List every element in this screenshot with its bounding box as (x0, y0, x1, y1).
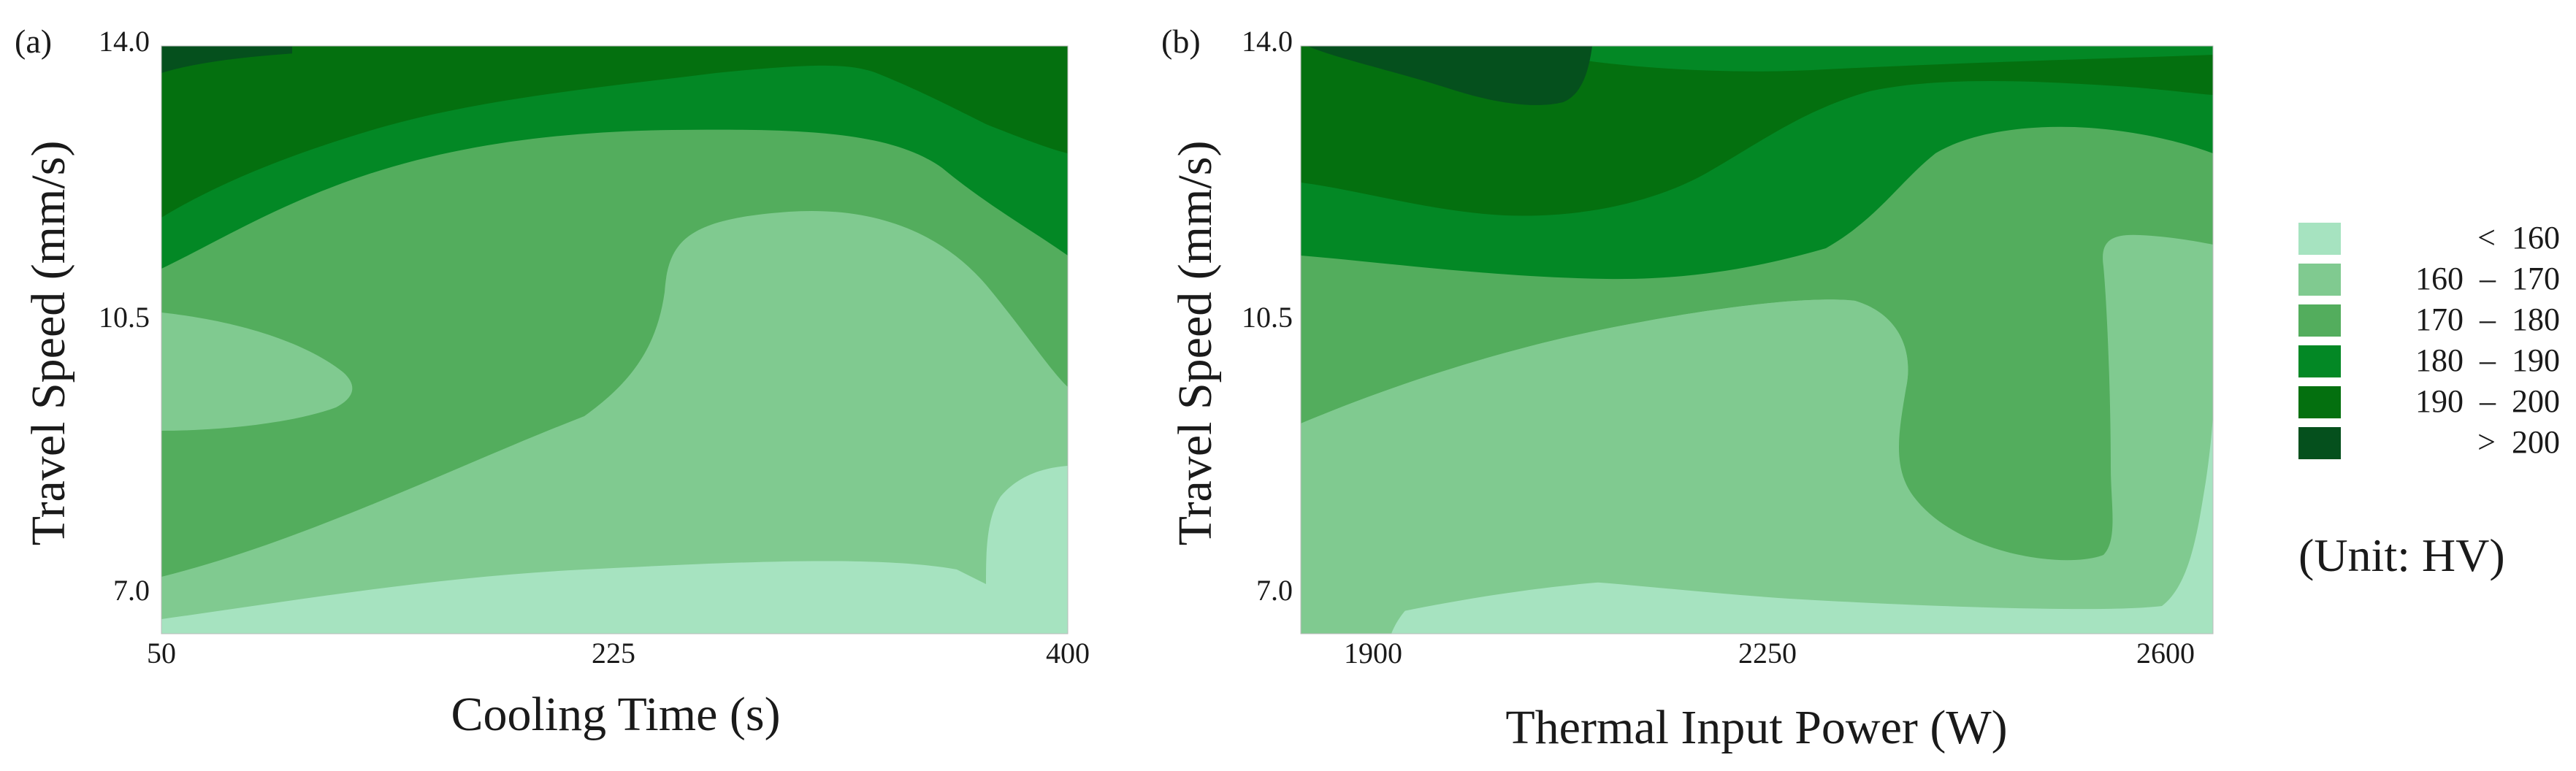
panel-b-xtick-1900: 1900 (1344, 637, 1402, 670)
contour-a-160-170-left-island (161, 312, 353, 431)
contour-a-170-180 (161, 46, 1068, 577)
panel-a-ytick-14: 14.0 (99, 25, 150, 58)
legend-swatch-lt160 (2298, 223, 2341, 255)
panel-b-xlabel: Thermal Input Power (W) (1505, 701, 2007, 754)
legend-swatch-170-180 (2298, 304, 2341, 337)
contour-b-160-170-lobe (1301, 299, 1941, 634)
contour-b-gt200 (1307, 46, 1592, 105)
legend-swatch-gt200 (2298, 427, 2341, 459)
panel-a-xtick-400: 400 (1046, 637, 1090, 670)
legend-label-gt200: > 200 (2477, 424, 2560, 460)
legend-unit: (Unit: HV) (2298, 529, 2505, 581)
panel-a-ytick-10-5: 10.5 (99, 301, 150, 334)
panel-b-xtick-2600: 2600 (2136, 637, 2195, 670)
panel-a-ylabel: Travel Speed (mm/s) (22, 141, 75, 546)
panel-b-label: (b) (1161, 23, 1201, 60)
legend-label-170-180: 170 – 180 (2415, 302, 2560, 337)
panel-a-xlabel: Cooling Time (s) (451, 688, 780, 741)
panel-a-plot-area (161, 45, 1069, 634)
legend-label-190-200: 190 – 200 (2415, 383, 2560, 419)
legend-label-lt160: < 160 (2477, 220, 2560, 256)
contour-a-190-200-top-cap (292, 46, 1068, 55)
panel-b-ytick-10-5: 10.5 (1242, 301, 1293, 334)
panel-b: (b) 14.0 10.5 7.0 1900 2250 2600 (1161, 23, 2214, 754)
panel-a: (a) 14.0 10.5 7.0 50 225 400 (15, 23, 1090, 741)
legend-label-180-190: 180 – 190 (2415, 342, 2560, 378)
legend-swatch-190-200 (2298, 386, 2341, 418)
panel-a-xtick-50: 50 (147, 637, 176, 670)
contour-b-180-190-top (1534, 46, 2213, 72)
legend-swatch-180-190 (2298, 345, 2341, 377)
legend-label-160-170: 160 – 170 (2415, 261, 2560, 296)
panel-a-frame (161, 45, 1069, 634)
panel-b-xtick-2250: 2250 (1738, 637, 1797, 670)
panel-b-plot-area (1300, 45, 2214, 634)
panel-b-ylabel: Travel Speed (mm/s) (1169, 141, 1222, 546)
legend: < 160 160 – 170 170 – 180 180 – 190 190 … (2298, 220, 2560, 581)
legend-swatch-160-170 (2298, 264, 2341, 296)
panel-a-ytick-7: 7.0 (113, 574, 150, 607)
panel-a-xtick-225: 225 (592, 637, 635, 670)
panel-b-ytick-7: 7.0 (1256, 574, 1293, 607)
panel-b-ytick-14: 14.0 (1242, 25, 1293, 58)
contour-a-190-200 (161, 46, 1068, 218)
panel-a-label: (a) (15, 23, 52, 60)
panel-b-frame (1300, 45, 2214, 634)
